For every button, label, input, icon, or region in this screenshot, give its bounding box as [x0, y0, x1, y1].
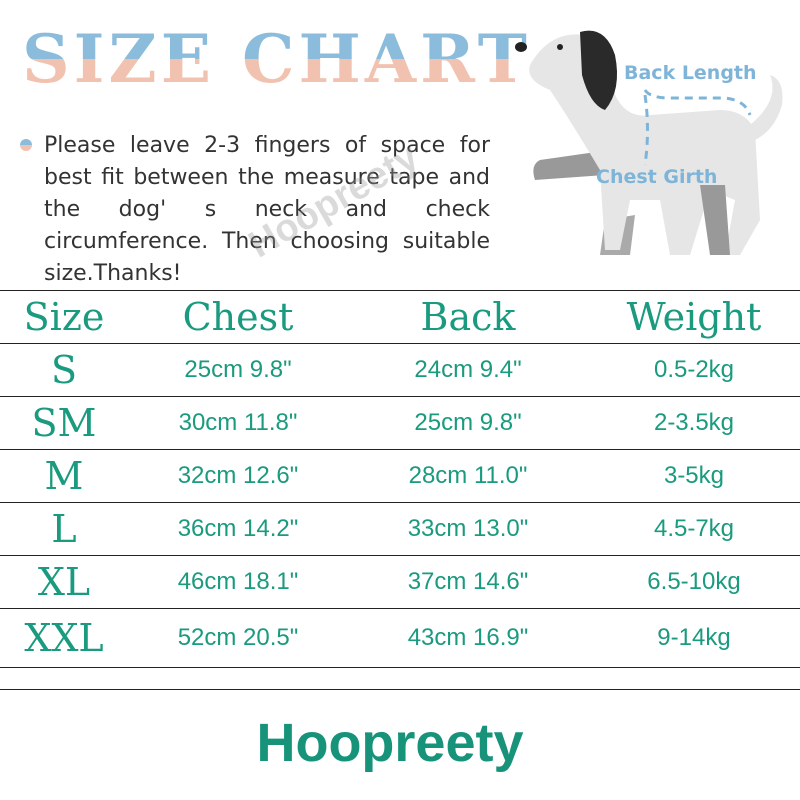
- table-row: S 25cm 9.8" 24cm 9.4" 0.5-2kg: [0, 343, 800, 397]
- cell-chest: 36cm 14.2": [128, 502, 348, 556]
- cell-back: 25cm 9.8": [348, 396, 588, 450]
- cell-size: L: [0, 502, 128, 556]
- cell-chest: 25cm 9.8": [128, 343, 348, 397]
- header-size: Size: [0, 290, 128, 344]
- cell-chest: 52cm 20.5": [128, 608, 348, 668]
- cell-weight: 3-5kg: [588, 449, 800, 503]
- cell-back: 37cm 14.6": [348, 555, 588, 609]
- back-length-label: Back Length: [624, 62, 757, 84]
- cell-size: S: [0, 343, 128, 397]
- table-header: Size Chest Back Weight: [0, 290, 800, 344]
- header-weight: Weight: [588, 290, 800, 344]
- header-chest: Chest: [128, 290, 348, 344]
- table-row: L 36cm 14.2" 33cm 13.0" 4.5-7kg: [0, 502, 800, 556]
- size-table: Size Chest Back Weight S 25cm 9.8" 24cm 9.…: [0, 290, 800, 668]
- table-row: XL 46cm 18.1" 37cm 14.6" 6.5-10kg: [0, 555, 800, 609]
- table-row: SM 30cm 11.8" 25cm 9.8" 2-3.5kg: [0, 396, 800, 450]
- cell-size: XXL: [0, 608, 128, 668]
- cell-size: SM: [0, 396, 128, 450]
- cell-chest: 32cm 12.6": [128, 449, 348, 503]
- cell-chest: 46cm 18.1": [128, 555, 348, 609]
- cell-weight: 9-14kg: [588, 608, 800, 668]
- table-row: XXL 52cm 20.5" 43cm 16.9" 9-14kg: [0, 608, 800, 668]
- dog-illustration: [515, 30, 783, 255]
- cell-weight: 2-3.5kg: [588, 396, 800, 450]
- cell-weight: 4.5-7kg: [588, 502, 800, 556]
- cell-chest: 30cm 11.8": [128, 396, 348, 450]
- brand-name: Hoopreety: [256, 713, 524, 773]
- cell-back: 33cm 13.0": [348, 502, 588, 556]
- table-row: M 32cm 12.6" 28cm 11.0" 3-5kg: [0, 449, 800, 503]
- cell-back: 24cm 9.4": [348, 343, 588, 397]
- cell-back: 43cm 16.9": [348, 608, 588, 668]
- bullet-icon: [20, 139, 32, 151]
- cell-weight: 6.5-10kg: [588, 555, 800, 609]
- cell-size: XL: [0, 555, 128, 609]
- divider: [0, 689, 800, 690]
- cell-back: 28cm 11.0": [348, 449, 588, 503]
- cell-weight: 0.5-2kg: [588, 343, 800, 397]
- cell-size: M: [0, 449, 128, 503]
- fit-note: Please leave 2-3 fingers of space for be…: [44, 133, 490, 286]
- chest-girth-label: Chest Girth: [596, 166, 718, 188]
- page-title: SIZE CHART: [22, 20, 531, 98]
- header-back: Back: [348, 290, 588, 344]
